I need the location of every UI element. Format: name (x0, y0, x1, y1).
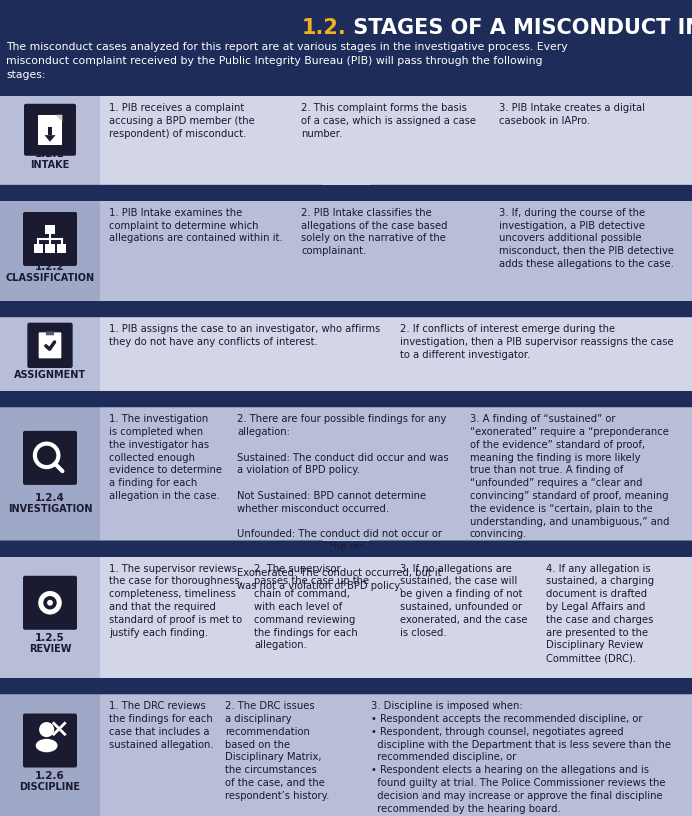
Text: 1.2.6: 1.2.6 (35, 771, 65, 781)
Circle shape (34, 587, 66, 619)
Text: 3. If no allegations are
sustained, the case will
be given a finding of not
sust: 3. If no allegations are sustained, the … (400, 564, 527, 637)
Text: 3. A finding of “sustained” or
“exonerated” require a “preponderance
of the evid: 3. A finding of “sustained” or “exonerat… (470, 415, 669, 539)
Polygon shape (0, 301, 692, 317)
Text: REVIEW: REVIEW (29, 645, 71, 654)
Polygon shape (55, 115, 62, 122)
FancyBboxPatch shape (34, 245, 43, 253)
FancyBboxPatch shape (57, 245, 66, 253)
FancyBboxPatch shape (48, 126, 52, 135)
FancyBboxPatch shape (0, 96, 100, 185)
Text: INTAKE: INTAKE (30, 160, 70, 170)
FancyBboxPatch shape (46, 245, 55, 253)
FancyBboxPatch shape (0, 557, 100, 678)
FancyBboxPatch shape (23, 713, 77, 768)
Text: 1. PIB assigns the case to an investigator, who affirms
they do not have any con: 1. PIB assigns the case to an investigat… (109, 324, 380, 347)
FancyBboxPatch shape (28, 322, 73, 368)
Text: 3. PIB Intake creates a digital
casebook in IAPro.: 3. PIB Intake creates a digital casebook… (499, 103, 645, 126)
Text: 1.2.5: 1.2.5 (35, 633, 65, 643)
FancyBboxPatch shape (0, 407, 100, 540)
FancyBboxPatch shape (39, 332, 62, 358)
Text: INVESTIGATION: INVESTIGATION (8, 503, 92, 513)
Text: 2. There are four possible findings for any
allegation:

Sustained: The conduct : 2. There are four possible findings for … (237, 415, 448, 591)
FancyBboxPatch shape (0, 694, 100, 816)
Text: ASSIGNMENT: ASSIGNMENT (14, 370, 86, 380)
Circle shape (38, 591, 62, 614)
Text: 2. If conflicts of interest emerge during the
investigation, then a PIB supervis: 2. If conflicts of interest emerge durin… (400, 324, 673, 360)
Circle shape (39, 722, 54, 737)
Text: 1.2.1: 1.2.1 (35, 149, 65, 159)
FancyBboxPatch shape (0, 201, 100, 301)
Text: 2. The supervisor
passes the case up the
chain of command,
with each level of
co: 2. The supervisor passes the case up the… (255, 564, 370, 650)
Ellipse shape (36, 738, 57, 752)
FancyBboxPatch shape (0, 201, 692, 301)
Text: 1. PIB Intake examines the
complaint to determine which
allegations are containe: 1. PIB Intake examines the complaint to … (109, 208, 282, 243)
Text: DISCIPLINE: DISCIPLINE (19, 782, 80, 792)
FancyBboxPatch shape (37, 115, 62, 144)
Text: 1. PIB receives a complaint
accusing a BPD member (the
respondent) of misconduct: 1. PIB receives a complaint accusing a B… (109, 103, 255, 139)
Polygon shape (0, 391, 692, 407)
FancyBboxPatch shape (23, 212, 77, 266)
Text: 3. Discipline is imposed when:
• Respondent accepts the recommended discipline, : 3. Discipline is imposed when: • Respond… (371, 701, 671, 814)
FancyBboxPatch shape (0, 557, 692, 678)
FancyBboxPatch shape (23, 576, 77, 630)
Text: 4. If any allegation is
sustained, a charging
document is drafted
by Legal Affai: 4. If any allegation is sustained, a cha… (545, 564, 654, 663)
FancyBboxPatch shape (0, 317, 692, 391)
FancyBboxPatch shape (0, 317, 100, 391)
Text: 1.2.: 1.2. (301, 18, 346, 38)
Text: 2. PIB Intake classifies the
allegations of the case based
solely on the narrati: 2. PIB Intake classifies the allegations… (301, 208, 448, 256)
Text: 1. The DRC reviews
the findings for each
case that includes a
sustained allegati: 1. The DRC reviews the findings for each… (109, 701, 214, 750)
Polygon shape (0, 540, 692, 557)
Text: 1.2.4: 1.2.4 (35, 493, 65, 503)
Text: 1. The investigation
is completed when
the investigator has
collected enough
evi: 1. The investigation is completed when t… (109, 415, 222, 501)
FancyBboxPatch shape (0, 0, 692, 96)
FancyBboxPatch shape (23, 431, 77, 485)
Polygon shape (44, 135, 55, 142)
Polygon shape (0, 185, 692, 201)
Circle shape (47, 600, 53, 605)
Text: 1.2.3: 1.2.3 (35, 359, 65, 370)
FancyBboxPatch shape (46, 225, 55, 233)
FancyBboxPatch shape (0, 694, 692, 816)
Text: 1.2.2: 1.2.2 (35, 262, 65, 272)
FancyBboxPatch shape (0, 96, 692, 185)
FancyBboxPatch shape (46, 331, 54, 335)
Circle shape (44, 596, 57, 610)
Text: STAGES OF A MISCONDUCT INVESTIGATION: STAGES OF A MISCONDUCT INVESTIGATION (346, 18, 692, 38)
Text: 2. The DRC issues
a disciplinary
recommendation
based on the
Disciplinary Matrix: 2. The DRC issues a disciplinary recomme… (226, 701, 330, 800)
FancyBboxPatch shape (0, 407, 692, 540)
Text: CLASSIFICATION: CLASSIFICATION (6, 273, 95, 283)
FancyBboxPatch shape (24, 104, 76, 156)
Text: 3. If, during the course of the
investigation, a PIB detective
uncovers addition: 3. If, during the course of the investig… (499, 208, 674, 269)
Text: 2. This complaint forms the basis
of a case, which is assigned a case
number.: 2. This complaint forms the basis of a c… (301, 103, 476, 139)
Text: The misconduct cases analyzed for this report are at various stages in the inves: The misconduct cases analyzed for this r… (6, 42, 567, 80)
Text: 1. The supervisor reviews
the case for thoroughness,
completeness, timeliness
an: 1. The supervisor reviews the case for t… (109, 564, 243, 637)
Polygon shape (0, 678, 692, 694)
